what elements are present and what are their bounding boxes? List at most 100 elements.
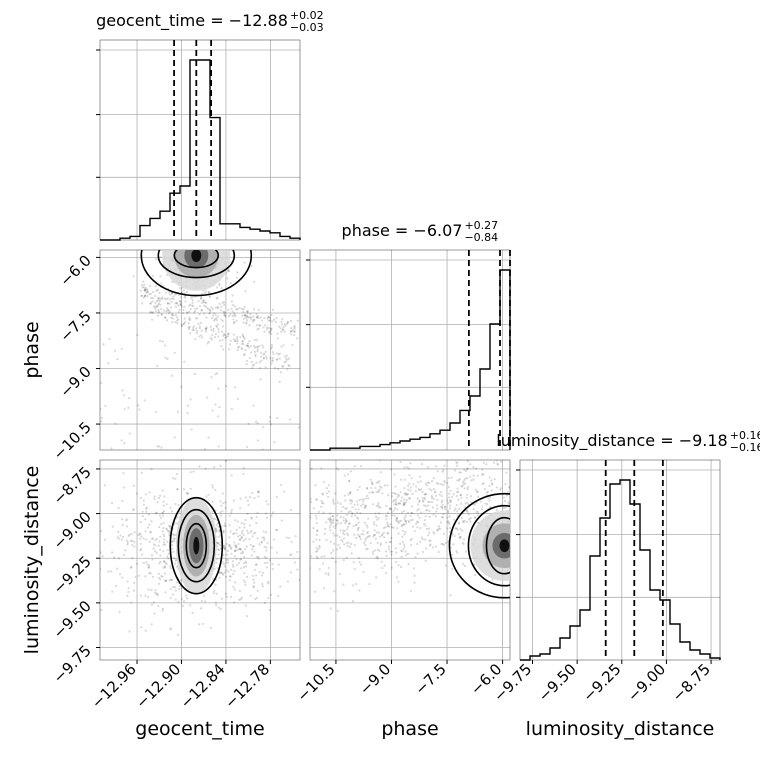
sample-point bbox=[244, 496, 248, 499]
sample-point bbox=[259, 351, 263, 354]
sample-point bbox=[364, 497, 368, 500]
sample-point bbox=[159, 275, 162, 278]
sample-point bbox=[178, 299, 182, 303]
sample-point bbox=[346, 533, 350, 537]
sample-point bbox=[383, 484, 386, 487]
sample-point bbox=[244, 583, 247, 587]
sample-point bbox=[459, 493, 462, 497]
sample-point bbox=[194, 317, 198, 320]
sample-point bbox=[200, 599, 203, 603]
sample-point bbox=[241, 348, 244, 351]
sample-point bbox=[165, 503, 168, 506]
sample-point bbox=[283, 490, 286, 493]
sample-point bbox=[460, 496, 463, 499]
sample-point bbox=[345, 542, 348, 545]
sample-point bbox=[449, 452, 451, 454]
sample-point bbox=[255, 515, 258, 519]
sample-point bbox=[310, 527, 311, 529]
sample-point bbox=[150, 623, 153, 626]
sample-point bbox=[271, 356, 274, 360]
sample-point bbox=[121, 576, 124, 579]
sample-point bbox=[186, 311, 189, 314]
sample-point bbox=[224, 558, 228, 561]
sample-point bbox=[472, 474, 475, 477]
sample-point bbox=[453, 518, 456, 521]
sample-point bbox=[235, 557, 238, 561]
sample-point bbox=[376, 518, 379, 521]
contour-line bbox=[467, 504, 510, 587]
sample-point bbox=[206, 342, 209, 345]
histogram-step bbox=[100, 59, 301, 241]
sample-point bbox=[161, 340, 164, 343]
sample-point bbox=[267, 582, 270, 585]
sample-point bbox=[399, 565, 403, 569]
sample-point bbox=[127, 590, 130, 594]
sample-point bbox=[329, 519, 333, 522]
sample-point bbox=[398, 520, 401, 523]
sample-point bbox=[250, 529, 253, 532]
sample-point bbox=[236, 397, 239, 400]
sample-point bbox=[263, 538, 266, 542]
sample-point bbox=[174, 502, 177, 506]
sample-point bbox=[210, 328, 213, 331]
sample-point bbox=[149, 530, 152, 534]
sample-point bbox=[148, 293, 151, 296]
sample-point bbox=[238, 589, 242, 592]
sample-point bbox=[385, 554, 388, 557]
sample-point bbox=[252, 578, 255, 581]
sample-point bbox=[440, 501, 443, 504]
sample-point bbox=[176, 410, 179, 413]
sample-point bbox=[125, 539, 129, 542]
sample-point bbox=[220, 597, 224, 600]
sample-point bbox=[377, 512, 381, 515]
sample-point bbox=[204, 290, 208, 293]
sample-point bbox=[401, 550, 404, 553]
sample-point bbox=[376, 548, 379, 551]
sample-point bbox=[377, 491, 380, 494]
sample-point bbox=[193, 372, 197, 376]
sample-point bbox=[217, 525, 220, 528]
sample-point bbox=[100, 407, 102, 411]
sample-point bbox=[384, 525, 387, 529]
sample-point bbox=[288, 364, 291, 368]
sample-point bbox=[428, 544, 432, 547]
sample-point bbox=[397, 502, 400, 505]
sample-point bbox=[342, 531, 345, 535]
sample-point bbox=[399, 478, 403, 481]
sample-point bbox=[262, 571, 265, 574]
sample-point bbox=[413, 581, 416, 584]
sample-point bbox=[244, 537, 247, 541]
sample-point bbox=[269, 423, 273, 426]
sample-point bbox=[393, 503, 396, 506]
sample-point bbox=[255, 574, 258, 577]
sample-point bbox=[358, 561, 361, 564]
sample-point bbox=[169, 525, 172, 528]
sample-point bbox=[325, 539, 328, 542]
sample-point bbox=[362, 529, 365, 532]
sample-point bbox=[355, 536, 358, 540]
sample-point bbox=[104, 404, 107, 408]
sample-point bbox=[154, 307, 157, 310]
sample-point bbox=[447, 521, 451, 524]
sample-point bbox=[177, 503, 180, 507]
sample-point bbox=[162, 566, 165, 569]
sample-point bbox=[244, 518, 247, 522]
sample-point bbox=[343, 494, 346, 497]
sample-point bbox=[202, 299, 205, 302]
sample-point bbox=[426, 481, 429, 484]
sample-point bbox=[145, 560, 148, 564]
sample-point bbox=[378, 549, 381, 553]
sample-point bbox=[225, 575, 228, 578]
sample-point bbox=[307, 582, 309, 584]
sample-point bbox=[170, 300, 174, 303]
sample-point bbox=[242, 533, 245, 537]
sample-point bbox=[316, 530, 319, 533]
sample-point bbox=[242, 342, 245, 346]
sample-point bbox=[245, 363, 248, 366]
sample-point bbox=[216, 372, 219, 375]
sample-point bbox=[220, 286, 223, 290]
sample-point bbox=[143, 289, 146, 293]
sample-point bbox=[161, 511, 165, 514]
sample-point bbox=[230, 474, 233, 477]
sample-point bbox=[270, 514, 273, 517]
